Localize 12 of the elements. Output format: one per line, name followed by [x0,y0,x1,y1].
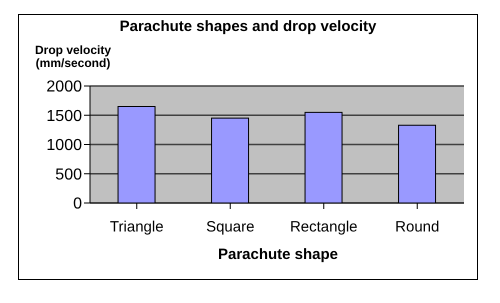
y-tick-label: 1500 [46,108,82,125]
y-axis-title: Drop velocity (mm/second) [34,43,112,70]
x-axis-title: Parachute shape [216,246,340,263]
y-tick-label: 1000 [46,137,82,154]
chart-title: Parachute shapes and drop velocity [118,18,378,35]
x-tick-label: Square [206,218,254,236]
y-tick-label: 0 [73,196,82,213]
x-tick-label: Round [395,218,440,236]
y-tick-label: 500 [55,166,82,184]
y-tick-label: 2000 [46,78,82,96]
x-tick-label: Rectangle [290,218,358,236]
x-tick-label: Triangle [110,218,164,236]
